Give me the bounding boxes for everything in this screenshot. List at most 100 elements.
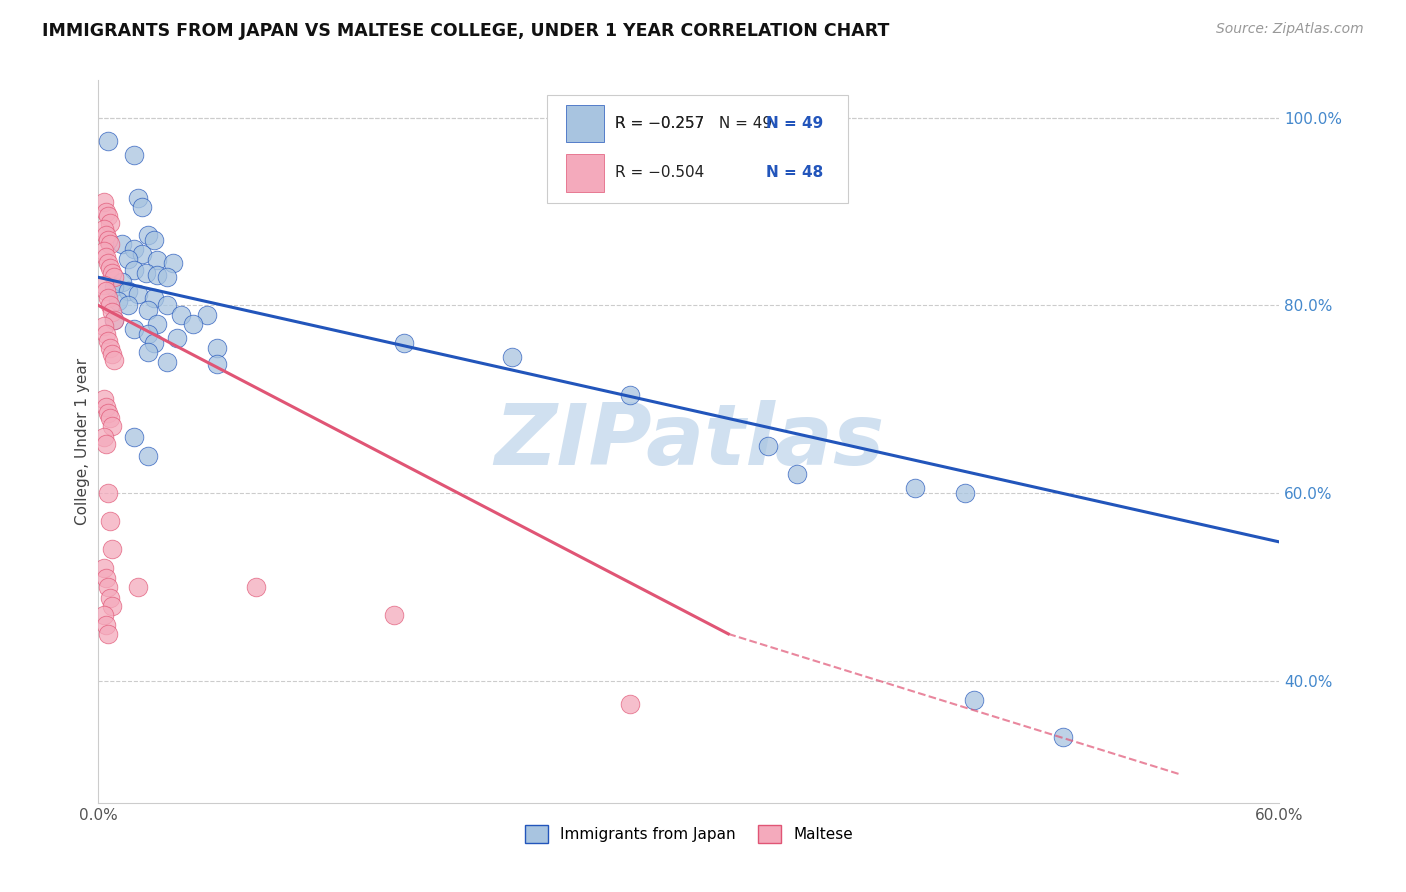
Point xyxy=(98,411,121,425)
Point xyxy=(501,350,523,364)
Point xyxy=(953,486,976,500)
Point xyxy=(146,318,169,332)
Point xyxy=(97,256,120,270)
Point xyxy=(98,298,121,312)
Point xyxy=(127,580,149,594)
Point xyxy=(97,291,120,305)
Point xyxy=(97,134,120,148)
Point xyxy=(136,303,159,318)
Point xyxy=(756,439,779,453)
Point xyxy=(111,275,134,289)
Point xyxy=(97,580,120,594)
Point xyxy=(97,210,120,224)
Point xyxy=(136,449,159,463)
Point xyxy=(146,268,169,283)
Point xyxy=(122,322,145,336)
Point xyxy=(162,256,184,270)
Point xyxy=(96,250,118,264)
Point xyxy=(142,336,165,351)
Point xyxy=(205,341,228,355)
Point xyxy=(117,285,139,299)
Point xyxy=(156,270,179,285)
Point xyxy=(142,291,165,305)
FancyBboxPatch shape xyxy=(567,105,605,143)
Point xyxy=(101,418,124,433)
Point xyxy=(97,334,120,348)
Point xyxy=(97,486,120,500)
Point xyxy=(181,318,204,332)
Point xyxy=(101,599,124,613)
Point xyxy=(96,571,118,585)
Text: R = −0.257   N = 49: R = −0.257 N = 49 xyxy=(614,116,772,131)
Point xyxy=(103,352,125,367)
Point xyxy=(103,312,125,326)
Point xyxy=(96,617,118,632)
Point xyxy=(382,608,405,623)
Point xyxy=(96,400,118,414)
Point xyxy=(117,252,139,266)
Point xyxy=(93,392,115,407)
Point xyxy=(93,195,115,210)
Point xyxy=(146,253,169,268)
Point xyxy=(98,514,121,528)
Text: N = 49: N = 49 xyxy=(766,116,823,131)
Point xyxy=(111,237,134,252)
Point xyxy=(136,326,159,341)
Point xyxy=(103,312,125,326)
Point xyxy=(97,627,120,641)
Point xyxy=(122,430,145,444)
Point xyxy=(98,341,121,355)
Point xyxy=(127,287,149,301)
Point xyxy=(156,298,179,312)
Point xyxy=(142,233,165,247)
Point xyxy=(93,561,115,575)
Point xyxy=(122,262,145,277)
Point xyxy=(101,305,124,319)
Point xyxy=(619,698,641,712)
Text: R = −0.504: R = −0.504 xyxy=(614,165,718,180)
Point xyxy=(93,319,115,334)
Text: N = 48: N = 48 xyxy=(766,165,823,180)
Point xyxy=(963,692,986,706)
Point xyxy=(98,237,121,252)
Point xyxy=(98,216,121,230)
Point xyxy=(1052,730,1074,744)
Point xyxy=(98,260,121,275)
Point xyxy=(101,347,124,361)
Point xyxy=(127,190,149,204)
Point xyxy=(93,244,115,258)
Text: R = −0.257: R = −0.257 xyxy=(614,116,718,131)
Point xyxy=(122,242,145,256)
Point xyxy=(131,200,153,214)
Text: ZIPatlas: ZIPatlas xyxy=(494,400,884,483)
Point xyxy=(97,233,120,247)
Point xyxy=(96,204,118,219)
Point xyxy=(101,542,124,557)
Y-axis label: College, Under 1 year: College, Under 1 year xyxy=(75,358,90,525)
FancyBboxPatch shape xyxy=(567,154,605,192)
Point xyxy=(136,228,159,243)
Point xyxy=(96,285,118,299)
Text: Source: ZipAtlas.com: Source: ZipAtlas.com xyxy=(1216,22,1364,37)
FancyBboxPatch shape xyxy=(547,95,848,203)
Point xyxy=(107,293,129,308)
Point xyxy=(96,437,118,451)
Point xyxy=(904,482,927,496)
Point xyxy=(245,580,267,594)
Point xyxy=(101,266,124,280)
Point xyxy=(156,355,179,369)
Point xyxy=(131,247,153,261)
Point xyxy=(97,406,120,420)
Point xyxy=(786,467,808,482)
Point xyxy=(122,148,145,162)
Point xyxy=(93,277,115,292)
Text: IMMIGRANTS FROM JAPAN VS MALTESE COLLEGE, UNDER 1 YEAR CORRELATION CHART: IMMIGRANTS FROM JAPAN VS MALTESE COLLEGE… xyxy=(42,22,890,40)
Point xyxy=(96,326,118,341)
Point xyxy=(93,608,115,623)
Point xyxy=(619,387,641,401)
Point xyxy=(392,336,415,351)
Point xyxy=(96,228,118,243)
Point xyxy=(205,357,228,371)
Point xyxy=(103,279,125,293)
Point xyxy=(166,331,188,345)
